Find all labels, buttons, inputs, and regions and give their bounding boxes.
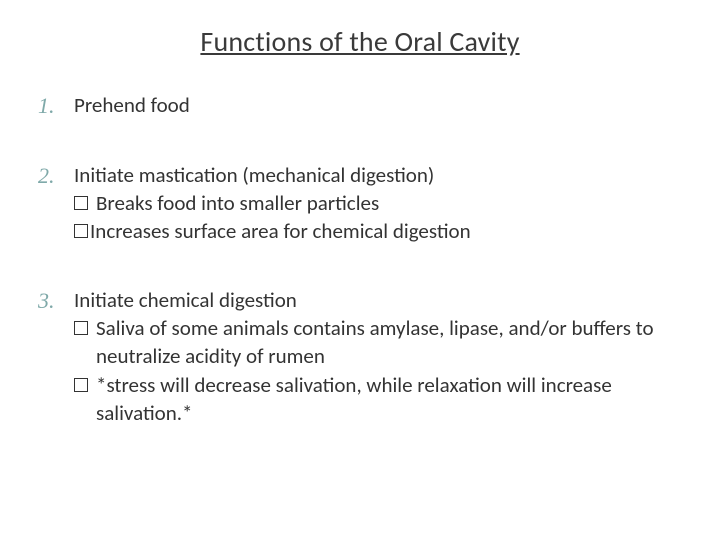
list-number: 1.	[36, 91, 74, 121]
sub-list: Saliva of some animals contains amylase,…	[74, 314, 684, 427]
sub-text-content: Saliva of some animals contains amylase,…	[96, 314, 684, 371]
square-bullet-icon	[74, 321, 88, 335]
list-body: Initiate mastication (mechanical digesti…	[74, 161, 684, 246]
list-body: Initiate chemical digestion Saliva of so…	[74, 286, 684, 428]
sub-item: Saliva of some animals contains amylase,…	[74, 314, 684, 371]
slide: Functions of the Oral Cavity 1. Prehend …	[0, 0, 720, 540]
square-bullet-icon	[74, 224, 88, 238]
sub-text: Increases surface area for chemical dige…	[90, 217, 684, 245]
sub-item: Increases surface area for chemical dige…	[74, 217, 684, 245]
list-text: Prehend food	[74, 91, 684, 119]
list-item-2: 2. Initiate mastication (mechanical dige…	[36, 161, 684, 246]
sub-text: Saliva of some animals contains amylase,…	[96, 314, 684, 371]
sub-text-content: *stress will decrease salivation, while …	[96, 371, 684, 428]
list-item-3: 3. Initiate chemical digestion Saliva of…	[36, 286, 684, 428]
list-row: 3. Initiate chemical digestion Saliva of…	[36, 286, 684, 428]
slide-title: Functions of the Oral Cavity	[36, 24, 684, 59]
square-bullet-icon	[74, 196, 88, 210]
list-item-1: 1. Prehend food	[36, 91, 684, 121]
sub-item: Breaks food into smaller particles	[74, 189, 684, 217]
list-row: 2. Initiate mastication (mechanical dige…	[36, 161, 684, 246]
sub-list: Breaks food into smaller particles Incre…	[74, 189, 684, 246]
list-text: Initiate mastication (mechanical digesti…	[74, 161, 684, 189]
square-bullet-icon	[74, 378, 88, 392]
sub-text: Breaks food into smaller particles	[96, 189, 684, 217]
list-row: 1. Prehend food	[36, 91, 684, 121]
sub-text: *stress will decrease salivation, while …	[96, 371, 684, 428]
list-number: 3.	[36, 286, 74, 316]
list-number: 2.	[36, 161, 74, 191]
sub-item: *stress will decrease salivation, while …	[74, 371, 684, 428]
list-text: Initiate chemical digestion	[74, 286, 684, 314]
